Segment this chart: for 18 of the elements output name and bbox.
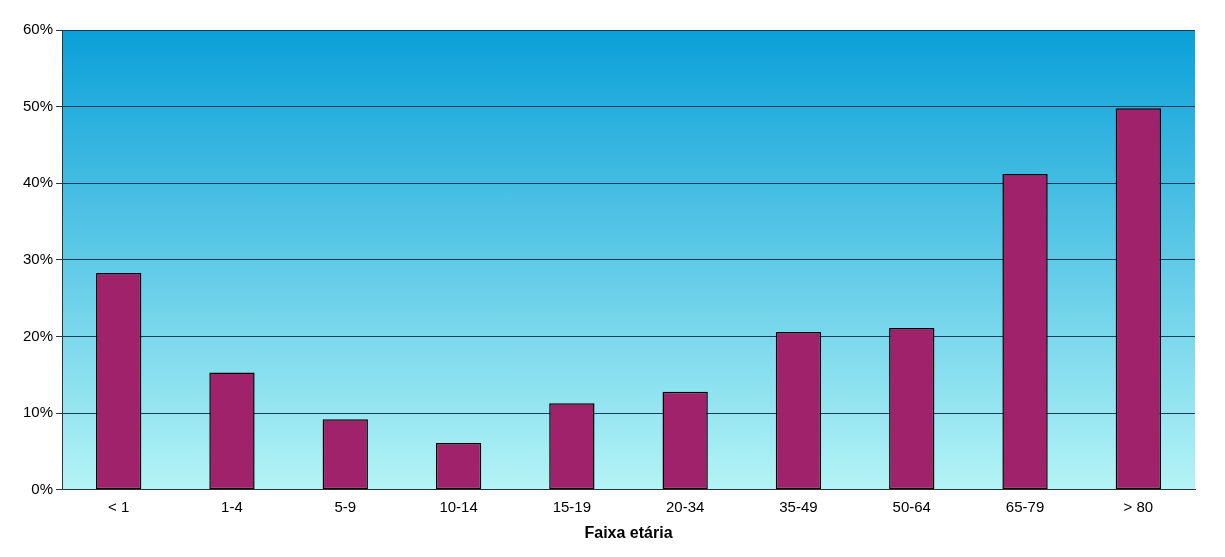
x-tick-label: 1-4: [221, 497, 243, 515]
x-axis-title: Faixa etária: [584, 523, 673, 541]
y-tick-label: 40%: [22, 173, 54, 191]
x-tick-label: > 80: [1123, 497, 1154, 515]
x-tick-label: 65-79: [1005, 497, 1045, 515]
x-tick-label: 10-14: [439, 497, 478, 515]
y-tick-label: 60%: [22, 20, 54, 38]
x-tick-label: 35-49: [779, 497, 818, 515]
x-tick-label: 5-9: [334, 497, 357, 515]
y-tick-label: 30%: [22, 250, 54, 268]
y-tick-label: 0%: [31, 479, 54, 497]
x-tick-label: < 1: [108, 497, 130, 515]
x-tick-label: 15-19: [552, 497, 592, 515]
x-tick-label: 50-64: [892, 497, 931, 515]
y-tick-label: 50%: [22, 96, 54, 114]
x-tick-label: 20-34: [665, 497, 705, 515]
y-tick-label: 20%: [22, 326, 54, 344]
y-tick-label: 10%: [22, 403, 54, 421]
